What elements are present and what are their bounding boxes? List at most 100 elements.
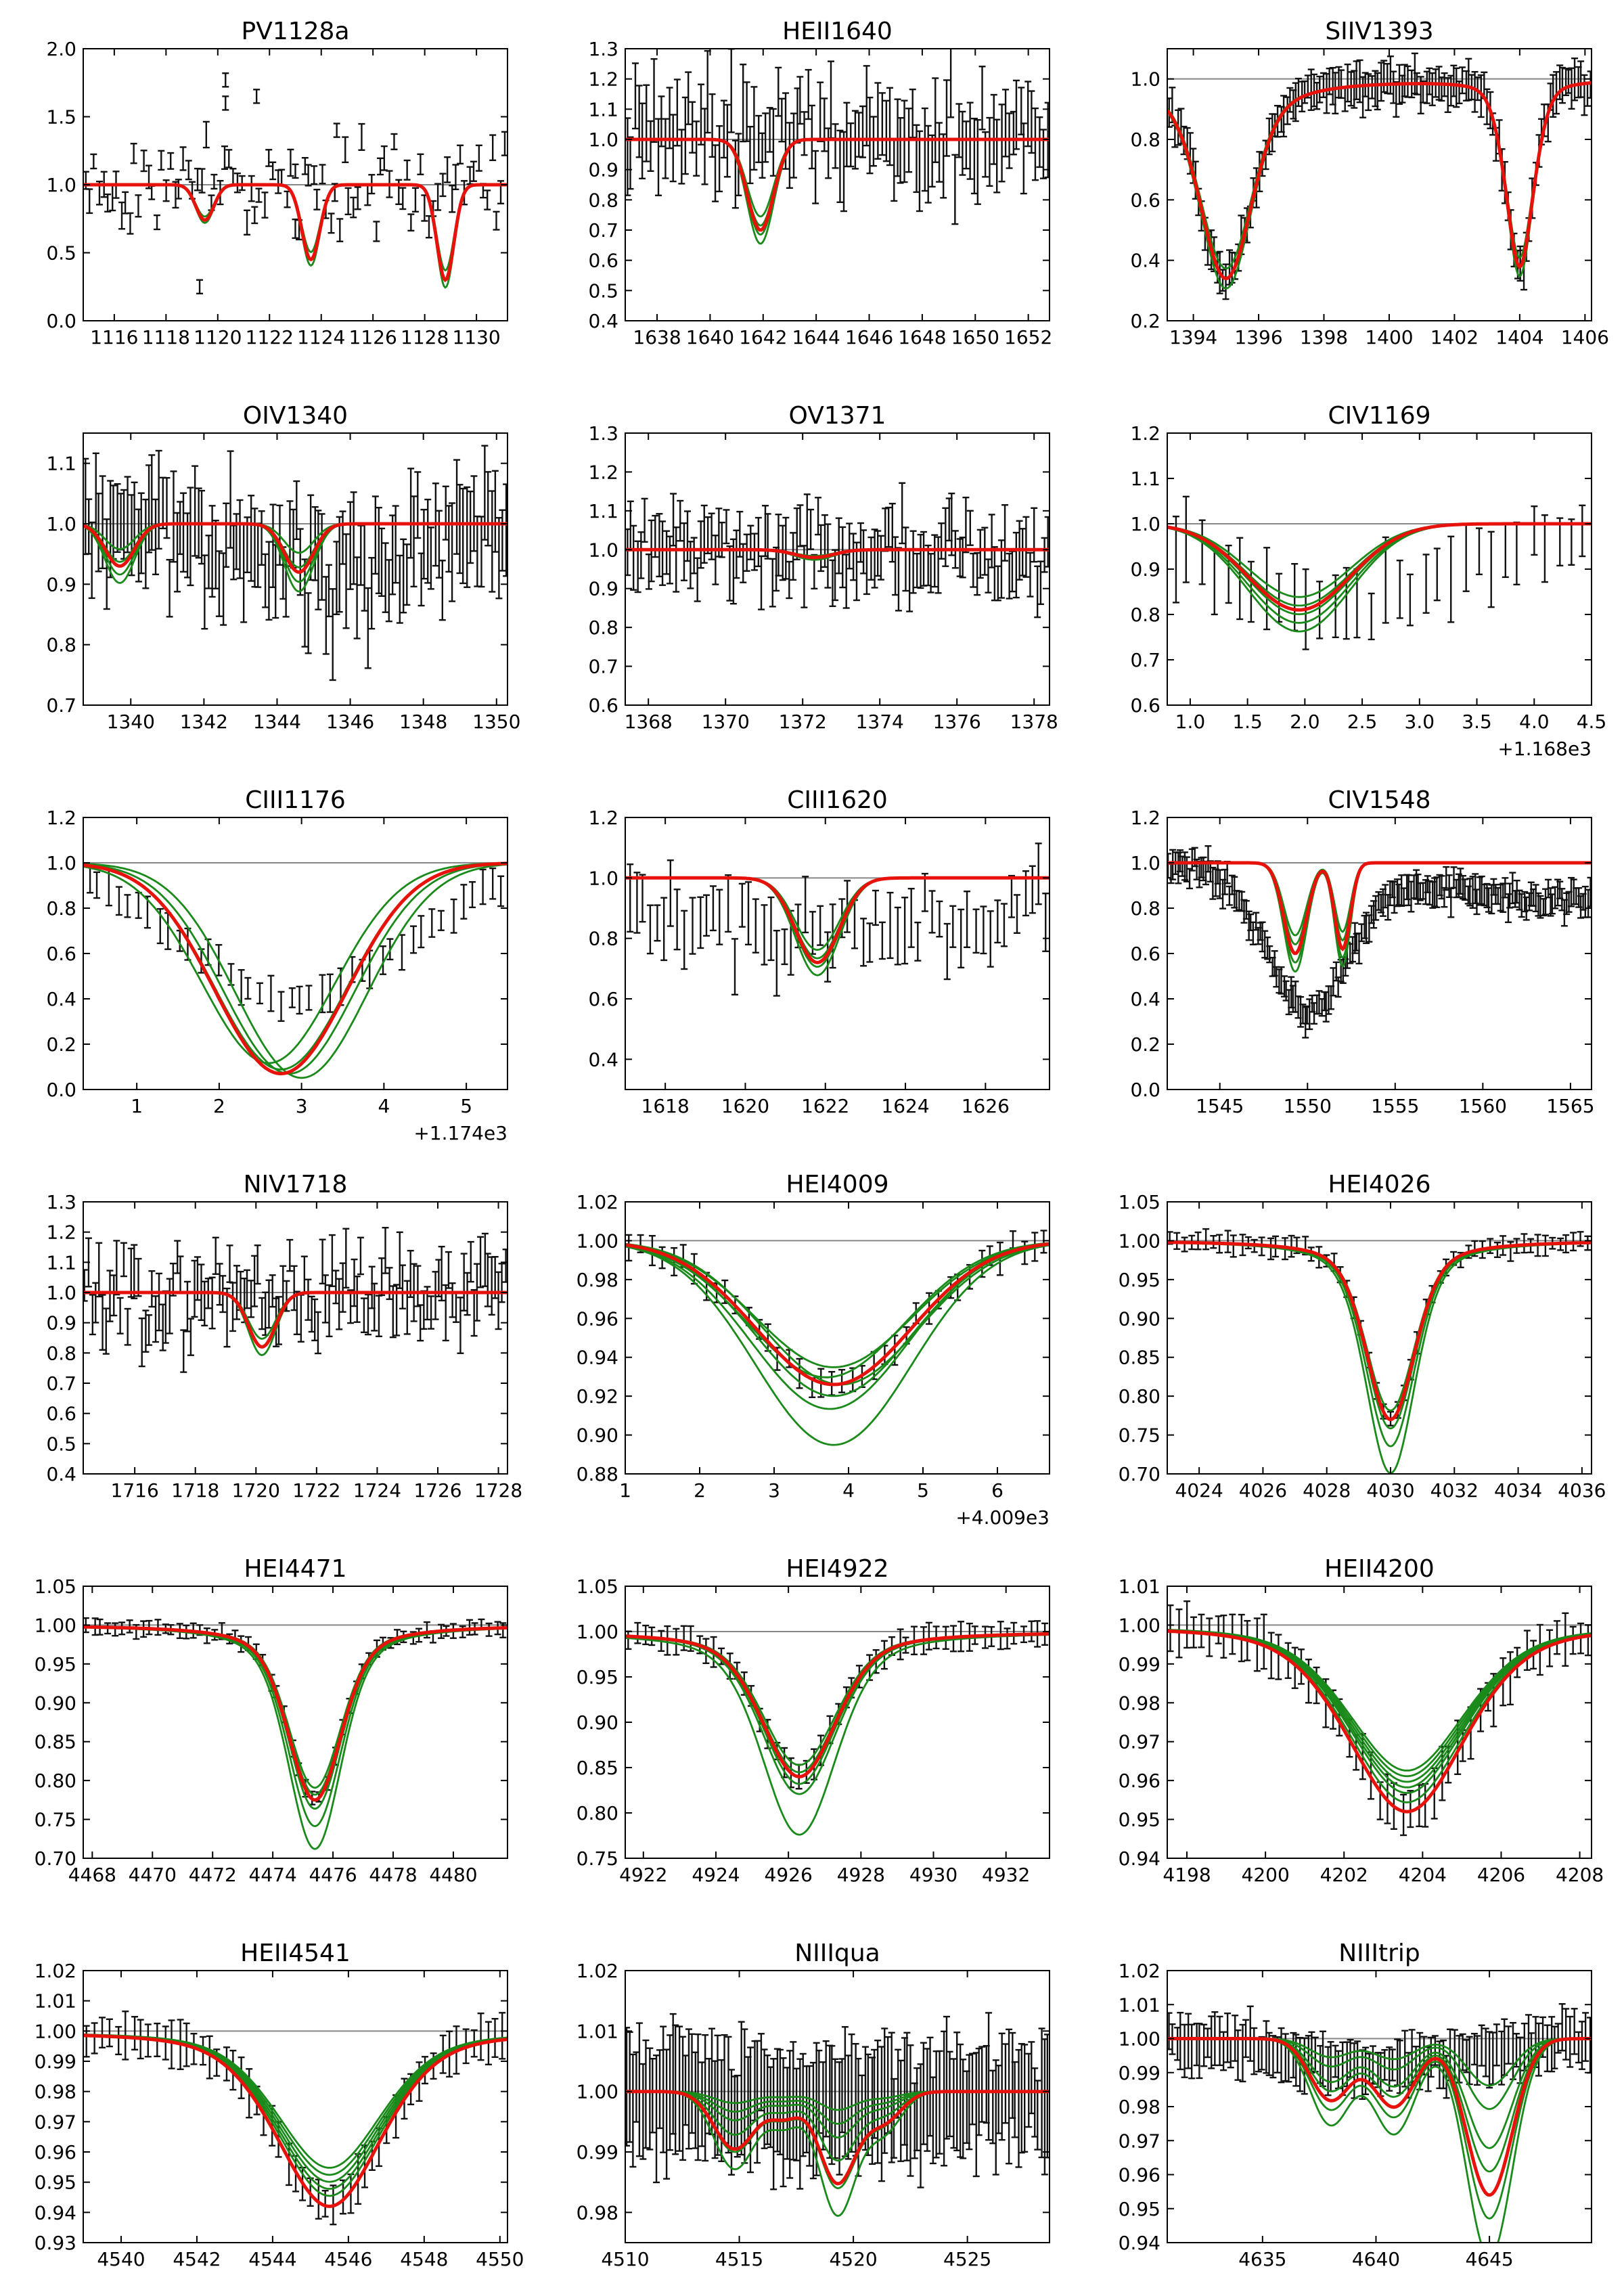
panel-title: CIV1169 <box>1328 402 1431 430</box>
y-tick-label: 0.92 <box>577 1385 618 1408</box>
x-tick-label: 2 <box>694 1479 706 1502</box>
y-tick-label: 0.7 <box>588 656 618 678</box>
x-tick-label: 1626 <box>962 1095 1010 1117</box>
y-tick-label: 1.0 <box>46 174 76 196</box>
data-points <box>627 843 1050 997</box>
y-tick-label: 1.00 <box>577 1621 618 1643</box>
x-tick-label: 1374 <box>856 711 904 733</box>
plot-area <box>625 482 1050 619</box>
x-tick-label: 1648 <box>898 326 946 349</box>
x-tick-label: 4036 <box>1558 1479 1606 1502</box>
x-axis-offset: +4.009e3 <box>955 1506 1050 1529</box>
data-points <box>1167 845 1592 1039</box>
plot-area <box>83 1226 508 1373</box>
y-tick-label: 1.0 <box>46 513 76 535</box>
axes-frame <box>1167 1586 1592 1859</box>
y-tick-label: 0.95 <box>35 2172 76 2194</box>
y-tick-label: 1.2 <box>588 68 618 91</box>
y-tick-label: 0.97 <box>35 2111 76 2133</box>
y-tick-label: 0.9 <box>588 159 618 181</box>
y-tick-label: 0.93 <box>35 2232 76 2254</box>
panel-title: CIII1620 <box>787 786 888 814</box>
x-tick-label: 4 <box>378 1095 390 1117</box>
x-tick-label: 3 <box>296 1095 308 1117</box>
x-tick-label: 4924 <box>692 1864 740 1886</box>
panel-heii4541: HEII4541 4540 4542 4544 4546 4548 4550 0.93 0.94… <box>35 1939 524 2270</box>
x-tick-label: 4468 <box>68 1864 116 1886</box>
y-tick-label: 1.0 <box>1130 68 1160 91</box>
y-tick-label: 0.7 <box>588 219 618 242</box>
model-sample-curve <box>83 862 508 1075</box>
y-tick-label: 0.88 <box>577 1463 618 1485</box>
y-tick-label: 1.1 <box>588 500 618 522</box>
y-tick-label: 1.01 <box>35 1990 76 2013</box>
x-tick-label: 4.0 <box>1519 711 1550 733</box>
panel-title: CIII1176 <box>245 786 346 814</box>
y-tick-label: 1.2 <box>1130 422 1160 445</box>
x-tick-label: 1642 <box>739 326 787 349</box>
panel-ov1371: OV1371 1368 1370 1372 1374 1376 1378 0.6 0.7 0.8 0… <box>588 402 1058 733</box>
y-tick-label: 0.97 <box>1119 1731 1160 1753</box>
y-tick-label: 0.2 <box>46 1033 76 1056</box>
x-tick-label: 1400 <box>1365 326 1413 349</box>
plot-area <box>83 2011 508 2226</box>
axes-frame <box>625 432 1050 706</box>
model-sample-curve <box>625 1244 1050 1446</box>
y-tick-label: 1.2 <box>588 461 618 483</box>
y-tick-label: 0.8 <box>46 897 76 920</box>
y-tick-label: 0.9 <box>46 573 76 596</box>
panel-title: PV1128a <box>241 18 349 45</box>
y-tick-label: 0.8 <box>46 1342 76 1364</box>
y-tick-label: 0.0 <box>46 310 76 332</box>
plot-area <box>625 843 1050 997</box>
y-tick-label: 0.94 <box>577 1347 618 1369</box>
x-axis-offset: +1.168e3 <box>1497 738 1592 760</box>
y-tick-label: 0.9 <box>588 578 618 600</box>
x-tick-label: 1394 <box>1169 326 1217 349</box>
y-tick-label: 0.4 <box>588 310 618 332</box>
y-tick-label: 0.2 <box>1130 1033 1160 1056</box>
y-tick-label: 1.01 <box>1119 1575 1160 1598</box>
axes-frame <box>1167 1201 1592 1475</box>
x-tick-label: 5 <box>460 1095 472 1117</box>
y-tick-label: 0.4 <box>46 988 76 1010</box>
x-tick-label: 4472 <box>189 1864 237 1886</box>
y-tick-label: 0.90 <box>577 1711 618 1734</box>
x-tick-label: 1406 <box>1561 326 1609 349</box>
data-points <box>83 2011 506 2226</box>
panel-title: NIV1718 <box>244 1171 348 1198</box>
x-tick-label: 2 <box>213 1095 225 1117</box>
axes-frame <box>625 817 1050 1090</box>
y-tick-label: 1.00 <box>1119 1230 1160 1252</box>
x-tick-label: 1.5 <box>1232 711 1263 733</box>
y-tick-label: 0.8 <box>1130 129 1160 151</box>
y-tick-label: 0.96 <box>577 1307 618 1330</box>
x-tick-label: 4026 <box>1239 1479 1287 1502</box>
y-tick-label: 0.6 <box>1130 189 1160 211</box>
y-tick-label: 0.4 <box>1130 988 1160 1010</box>
x-tick-label: 3 <box>768 1479 780 1502</box>
y-tick-label: 0.7 <box>1130 649 1160 671</box>
x-tick-label: 5 <box>917 1479 929 1502</box>
axes-frame <box>625 1201 1050 1475</box>
y-tick-label: 1.1 <box>1130 468 1160 490</box>
best-fit-curve <box>83 2034 508 2208</box>
x-tick-label: 1560 <box>1459 1095 1507 1117</box>
x-tick-label: 4546 <box>324 2248 372 2270</box>
plot-area <box>1167 1600 1592 1837</box>
x-tick-label: 1346 <box>326 711 374 733</box>
x-tick-label: 2.5 <box>1347 711 1378 733</box>
y-tick-label: 1.3 <box>588 38 618 60</box>
y-tick-label: 0.6 <box>588 988 618 1010</box>
x-tick-label: 1122 <box>246 326 294 349</box>
y-tick-label: 0.8 <box>46 634 76 656</box>
y-tick-label: 0.8 <box>1130 897 1160 920</box>
y-tick-label: 1.3 <box>46 1191 76 1213</box>
x-tick-label: 4030 <box>1366 1479 1414 1502</box>
x-tick-label: 1398 <box>1300 326 1348 349</box>
y-tick-label: 0.75 <box>35 1809 76 1831</box>
panel-hei4009: HEI4009 1 2 3 4 5 6 0.88 0.90 0.92 0.94 0.96 0.98 1.0… <box>577 1171 1050 1529</box>
y-tick-label: 0.4 <box>46 1463 76 1485</box>
